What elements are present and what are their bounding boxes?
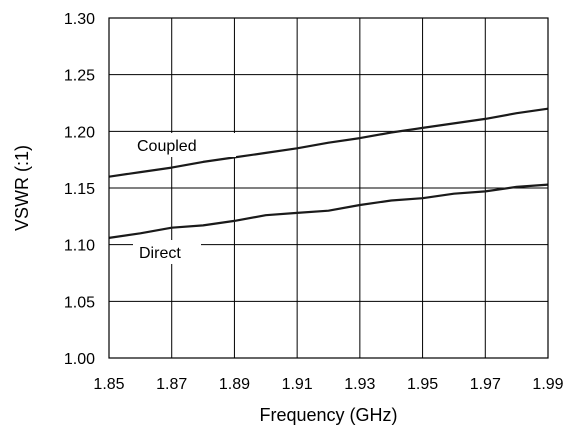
x-tick-label: 1.89 xyxy=(219,376,250,393)
y-tick-label: 1.00 xyxy=(64,351,95,368)
x-tick-label: 1.87 xyxy=(156,376,187,393)
series-lines xyxy=(108,107,549,239)
y-axis-label: VSWR (:1) xyxy=(12,145,32,231)
series-line-coupled xyxy=(108,107,549,178)
series-label-background xyxy=(133,240,201,264)
series-labels: Coupled Direct xyxy=(132,133,236,264)
x-tick-label: 1.85 xyxy=(93,376,124,393)
series-line-direct xyxy=(108,183,549,239)
y-tick-labels: 1.00 1.05 1.10 1.15 1.20 1.25 1.30 xyxy=(64,11,95,368)
x-tick-label: 1.95 xyxy=(407,376,438,393)
y-tick-label: 1.25 xyxy=(64,68,95,85)
plot-frame xyxy=(108,17,549,359)
x-tick-labels: 1.85 1.87 1.89 1.91 1.93 1.95 1.97 1.99 xyxy=(93,376,563,393)
x-tick-label: 1.99 xyxy=(532,376,563,393)
grid xyxy=(109,18,548,358)
x-tick-label: 1.97 xyxy=(470,376,501,393)
x-axis-label: Frequency (GHz) xyxy=(259,405,397,425)
y-tick-label: 1.20 xyxy=(64,124,95,141)
x-tick-label: 1.91 xyxy=(282,376,313,393)
series-label-direct: Direct xyxy=(139,245,181,262)
y-tick-label: 1.05 xyxy=(64,294,95,311)
series-label-coupled: Coupled xyxy=(137,138,197,155)
y-tick-label: 1.10 xyxy=(64,238,95,255)
x-tick-label: 1.93 xyxy=(344,376,375,393)
y-tick-label: 1.15 xyxy=(64,181,95,198)
y-tick-label: 1.30 xyxy=(64,11,95,28)
series-label-background xyxy=(132,133,236,157)
